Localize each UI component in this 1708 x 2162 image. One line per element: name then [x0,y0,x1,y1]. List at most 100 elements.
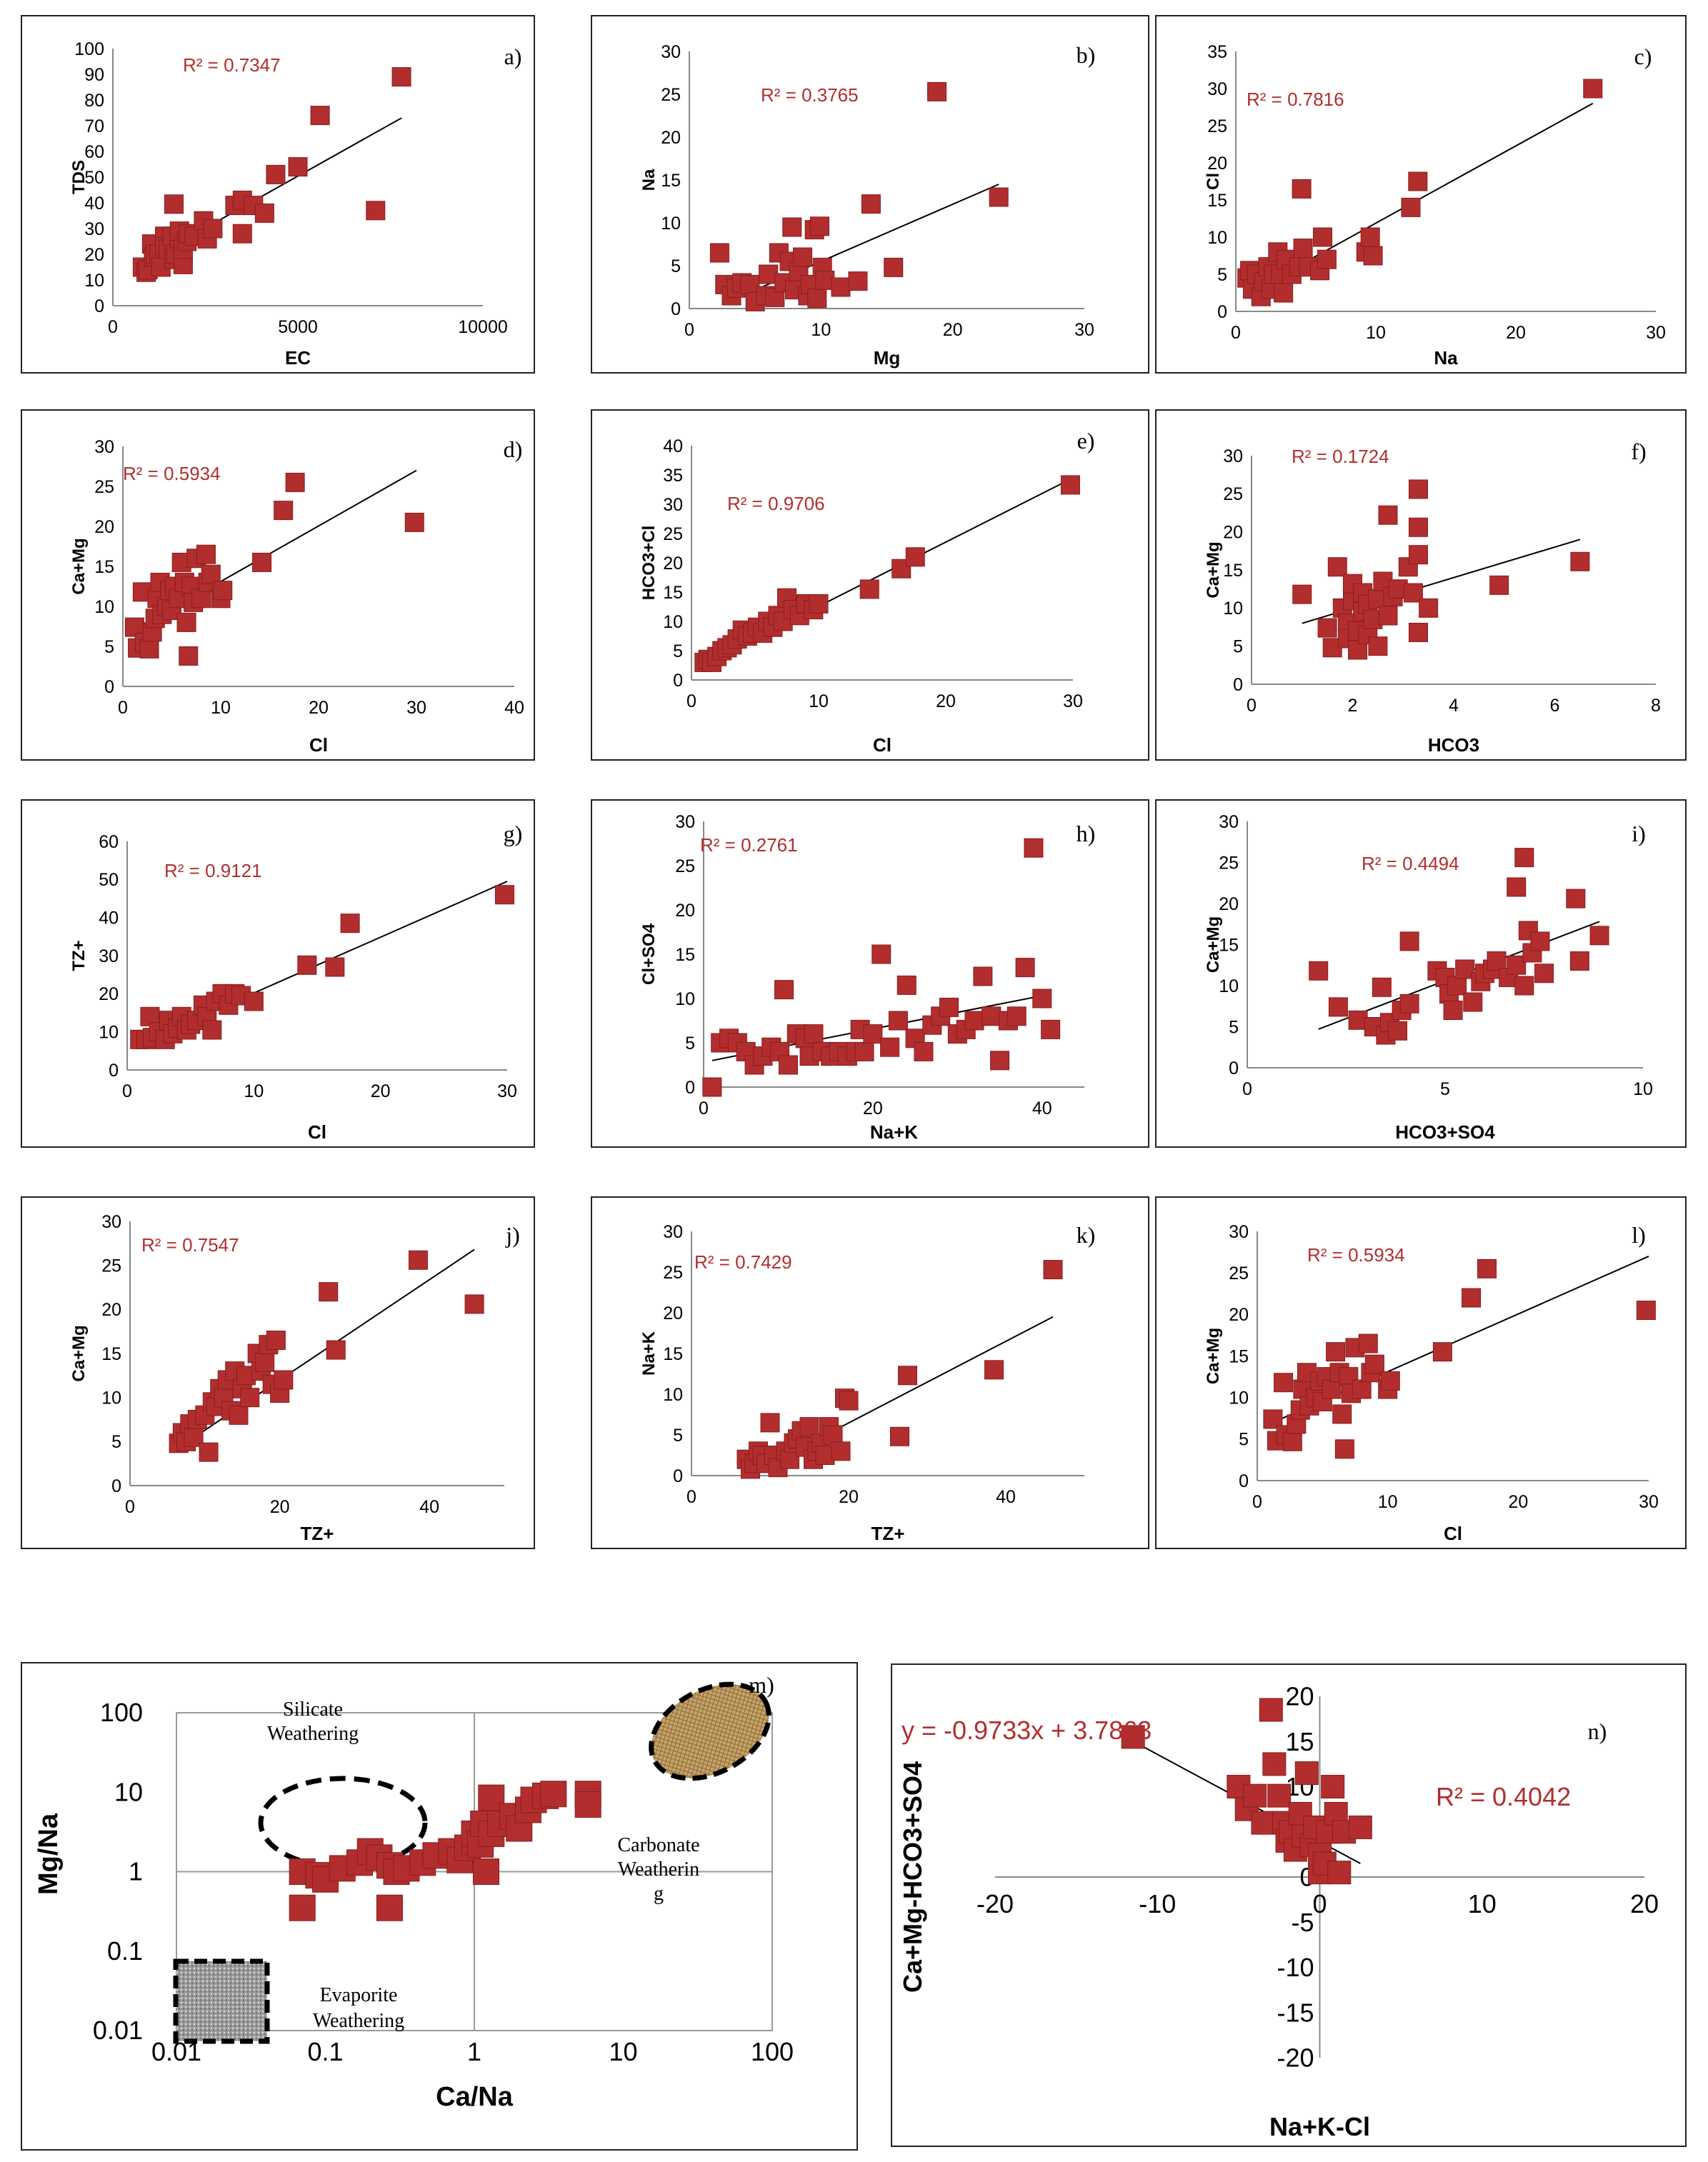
y-axis-label: Na+K [639,1331,659,1376]
data-point [1041,1019,1061,1039]
y-tick-label: 5 [685,1034,695,1054]
data-point [1292,179,1312,199]
data-point [196,544,216,564]
r-squared-label: R² = 0.5934 [1307,1244,1405,1266]
y-tick-label: 5 [1217,265,1227,285]
y-tick-label: 5 [104,637,114,657]
y-tick-label: 5 [671,256,681,276]
panel-letter: i) [1632,821,1646,846]
y-tick-label: 0 [1229,1059,1239,1079]
data-point [890,1426,909,1446]
data-point [888,1011,908,1031]
data-point [1432,1342,1452,1362]
r-squared-label: R² = 0.7816 [1247,89,1344,110]
x-axis-label: TZ+ [872,1523,905,1544]
data-point [774,980,794,1000]
x-tick-label: 20 [839,1487,859,1507]
y-tick-label: 0 [1239,1471,1249,1491]
data-point [1259,1698,1283,1722]
panel-l: 0 10 20 30 0 5 10 15 20 25 30 Cl Ca+Mg R² = 0.5934 l) [1155,1196,1687,1549]
data-point [973,966,993,986]
data-point [408,1250,428,1270]
data-point [982,1006,1002,1026]
x-axis-label: Na [1434,347,1458,369]
y-tick-label: 10 [1219,976,1239,996]
y-tick-label: 0 [1233,675,1243,695]
y-tick-label: 15 [1207,191,1227,211]
data-point [326,1340,346,1360]
data-point [1489,575,1509,595]
y-tick-label: 30 [663,495,683,515]
data-point [760,1413,780,1433]
trend-line [721,184,999,305]
region-label-carbonate-3: g [654,1883,664,1905]
y-tick-label: 0 [109,1061,119,1081]
data-point [1348,640,1368,660]
y-tick-label: 25 [1229,1263,1249,1283]
data-point [1243,1783,1267,1808]
y-tick-label: 5 [673,1426,683,1446]
y-tick-label: 0 [673,1466,683,1486]
y-tick-label: 60 [99,832,119,852]
y-tick-label: 30 [663,1222,683,1242]
x-tick-label: 10 [244,1081,264,1101]
data-point [1313,227,1333,247]
panel-border [21,799,535,1148]
data-point [1364,1354,1384,1374]
y-tick-label: 25 [94,477,114,497]
x-tick-label: 5000 [278,317,318,337]
x-tick-label: 20 [371,1081,391,1101]
y-tick-label: 0.01 [93,2016,143,2045]
x-tick-label: 40 [419,1497,439,1517]
panel-border [1155,799,1687,1148]
panel-letter: b) [1077,42,1096,68]
panel-a: 0 5000 10000 0 10 20 30 40 50 60 70 80 90 100 EC TDS R² … [21,15,535,374]
y-tick-label: 20 [1223,522,1243,542]
y-tick-label: 35 [1207,42,1227,62]
y-tick-label: 0 [685,1078,695,1098]
data-point [391,67,411,87]
y-tick-label: 5 [1233,636,1243,656]
y-tick-label: 20 [663,1303,683,1323]
data-point [1032,989,1052,1009]
data-point [310,106,330,126]
data-point [1274,283,1294,303]
y-tick-label: 15 [663,1344,683,1364]
y-tick-label: 15 [1219,935,1239,955]
panel-b: 0 10 20 30 0 5 10 15 20 25 30 Mg Na R² = 0.3765 b) [591,15,1149,374]
x-tick-label: 20 [1506,323,1526,343]
y-tick-label: 30 [84,219,104,239]
y-tick-label: 10 [663,612,683,632]
y-tick-label: 25 [1219,853,1239,873]
data-point [1477,1258,1497,1278]
y-tick-label: 0 [111,1476,121,1496]
y-axis-label: Ca+Mg-HCO3+SO4 [898,1761,927,1993]
panel-letter: e) [1077,428,1095,454]
region-label-silicate-1: Silicate [283,1698,343,1721]
data-point [1487,951,1507,971]
y-tick-label: 0 [671,299,681,319]
y-tick-label: 15 [675,945,695,965]
y-axis-label: Cl [1204,173,1223,190]
data-point [1358,1333,1378,1353]
data-point [984,1360,1004,1380]
panel-letter: d) [504,436,523,462]
evaporite-box [173,1958,270,2044]
data-point [1589,926,1609,946]
panel-g: 0 10 20 30 0 10 20 30 40 50 60 Cl TZ+ R² = 0.9121 g) [21,799,535,1148]
y-tick-label: 30 [99,946,119,966]
data-point [1566,889,1586,909]
data-point [319,1282,339,1302]
x-tick-label: 0 [699,1098,709,1118]
data-point [1401,197,1421,217]
y-tick-label: 10 [1223,599,1243,619]
x-tick-label: 10000 [458,317,508,337]
x-tick-label: 10 [1633,1079,1653,1099]
data-point [831,1441,851,1461]
panel-border [1155,1196,1687,1549]
data-point [799,1417,819,1437]
y-tick-label: 25 [663,1263,683,1283]
panel-letter: h) [1077,821,1096,846]
y-tick-label: 30 [675,812,695,832]
x-axis-label: EC [285,347,311,369]
